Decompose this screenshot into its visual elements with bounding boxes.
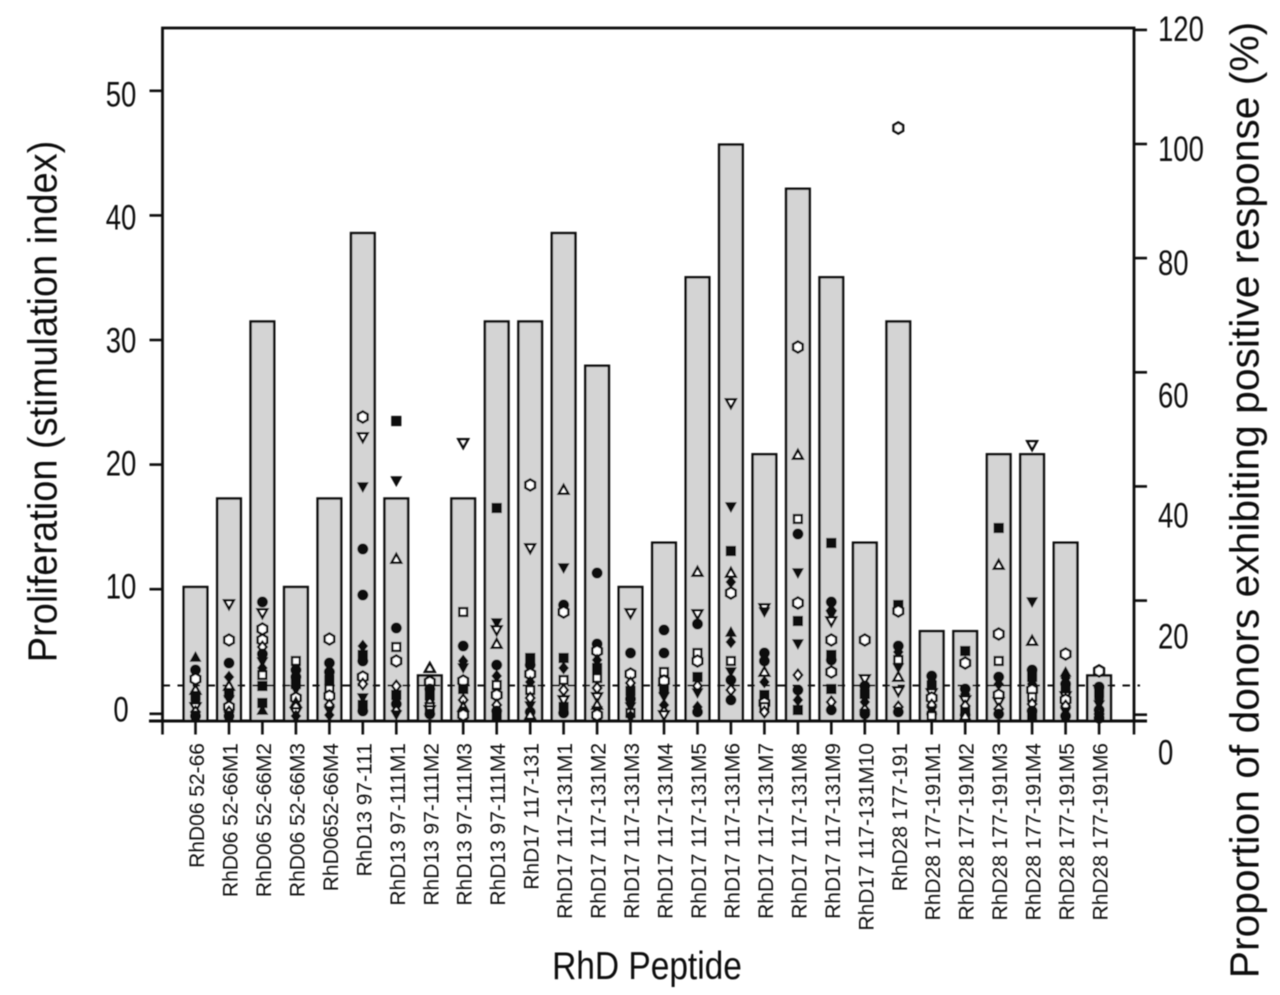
svg-text:RhD17 117-131: RhD17 117-131: [521, 743, 544, 890]
svg-text:RhD28 177-191: RhD28 177-191: [889, 743, 912, 891]
svg-text:RhD28 177-191M3: RhD28 177-191M3: [989, 743, 1012, 920]
svg-text:80: 80: [1158, 242, 1189, 282]
svg-text:100: 100: [1158, 129, 1204, 169]
svg-text:RhD Peptide: RhD Peptide: [552, 943, 742, 987]
svg-text:120: 120: [1158, 9, 1204, 49]
svg-text:RhD28 177-191M1: RhD28 177-191M1: [922, 743, 945, 920]
svg-text:RhD17 117-131M4: RhD17 117-131M4: [655, 743, 678, 919]
svg-text:RhD28 177-191M4: RhD28 177-191M4: [1023, 743, 1046, 921]
svg-text:RhD28 177-191M2: RhD28 177-191M2: [956, 743, 979, 920]
svg-text:RhD17 117-131M3: RhD17 117-131M3: [621, 743, 644, 919]
svg-text:60: 60: [1158, 375, 1189, 415]
svg-text:Proliferation (stimulation ind: Proliferation (stimulation index): [20, 141, 66, 663]
svg-text:RhD06 52-66M3: RhD06 52-66M3: [286, 743, 309, 897]
svg-text:RhD17 117-131M8: RhD17 117-131M8: [788, 743, 811, 919]
svg-text:RhD17 117-131M2: RhD17 117-131M2: [588, 743, 611, 919]
svg-text:RhD13 97-111M4: RhD13 97-111M4: [487, 743, 510, 906]
svg-text:RhD17 117-131M9: RhD17 117-131M9: [822, 743, 845, 919]
svg-text:RhD28 177-191M6: RhD28 177-191M6: [1090, 743, 1113, 920]
svg-text:RhD17 117-131M6: RhD17 117-131M6: [721, 743, 744, 919]
svg-text:RhD17 117-131M1: RhD17 117-131M1: [554, 743, 577, 919]
svg-text:30: 30: [106, 320, 137, 360]
svg-text:RhD13 97-111M3: RhD13 97-111M3: [454, 743, 477, 906]
svg-text:Proportion of donors exhibitin: Proportion of donors exhibiting positive…: [1221, 22, 1267, 978]
svg-text:20: 20: [106, 443, 137, 483]
svg-text:RhD13 97-111: RhD13 97-111: [353, 743, 376, 876]
svg-text:RhD06 52-66M1: RhD06 52-66M1: [220, 743, 243, 897]
svg-text:10: 10: [106, 566, 137, 606]
svg-text:RhD06 52-66: RhD06 52-66: [186, 743, 209, 868]
svg-text:RhD17 117-131M10: RhD17 117-131M10: [855, 743, 878, 931]
svg-text:RhD13 97-111M1: RhD13 97-111M1: [387, 743, 410, 906]
svg-text:0: 0: [113, 689, 128, 729]
svg-text:RhD06 52-66M2: RhD06 52-66M2: [253, 743, 276, 897]
svg-text:RhD17 117-131M5: RhD17 117-131M5: [688, 743, 711, 919]
svg-text:50: 50: [106, 74, 137, 114]
svg-text:20: 20: [1158, 616, 1189, 656]
svg-text:RhD17 117-131M7: RhD17 117-131M7: [755, 743, 778, 919]
svg-text:RhD0652-66M4: RhD0652-66M4: [320, 743, 343, 892]
svg-text:40: 40: [106, 197, 137, 237]
svg-text:0: 0: [1158, 732, 1173, 772]
svg-text:40: 40: [1158, 495, 1189, 535]
svg-text:RhD13 97-111M2: RhD13 97-111M2: [420, 743, 443, 906]
svg-text:RhD28 177-191M5: RhD28 177-191M5: [1056, 743, 1079, 920]
